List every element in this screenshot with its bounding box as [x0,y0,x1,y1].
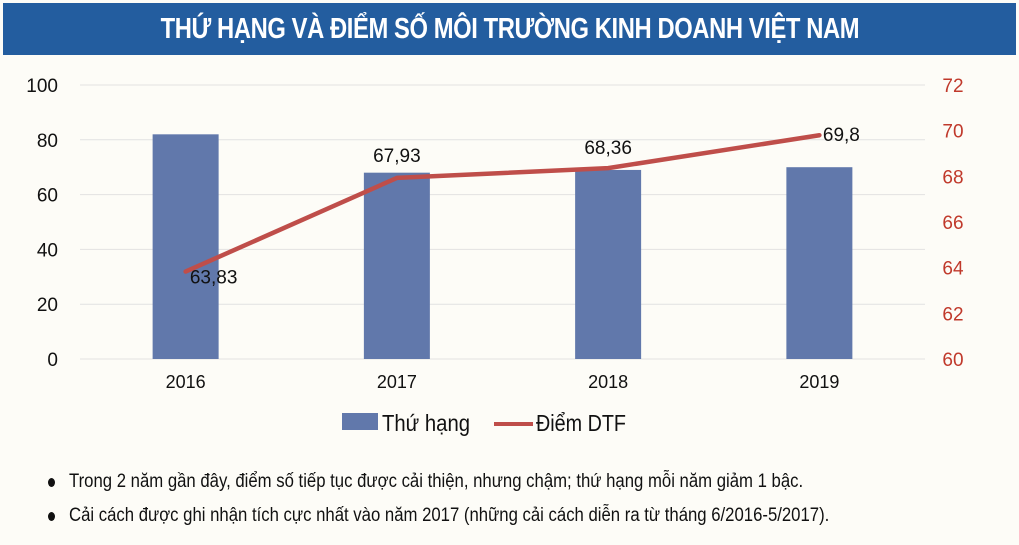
right-axis-tick: 66 [942,213,963,234]
bar-2019 [786,167,853,359]
legend-line-label: Điểm DTF [536,410,626,436]
bullet-icon [48,511,55,521]
dtf-data-label: 68,36 [584,138,632,159]
line-series: 63,83 67,93 68,36 69,8 [183,125,860,289]
note-item: Trong 2 năm gần đây, điểm số tiếp tục đư… [48,465,933,499]
note-item: Cải cách được ghi nhận tích cực nhất vào… [48,499,933,533]
notes-list: Trong 2 năm gần đây, điểm số tiếp tục đư… [48,465,933,533]
legend-bar-label: Thứ hạng [382,410,470,436]
dtf-data-label: 63,83 [190,268,238,289]
left-axis-tick: 100 [26,76,58,97]
x-axis-label: 2017 [377,372,417,392]
chart-title: THỨ HẠNG VÀ ĐIỂM SỐ MÔI TRƯỜNG KINH DOAN… [160,12,859,45]
x-axis: 2016 2017 2018 2019 [166,372,840,392]
left-axis-tick: 20 [37,295,58,316]
bullet-icon [48,477,55,487]
right-axis-tick: 60 [942,350,963,371]
legend-bar-swatch [342,413,378,430]
bar-series [152,134,853,359]
dtf-line [183,132,822,274]
bar-2016 [152,134,219,359]
right-axis-tick: 72 [942,76,963,97]
x-axis-label: 2016 [166,372,206,392]
x-axis-label: 2018 [588,372,628,392]
bar-2018 [575,169,642,359]
bar-2017 [363,172,430,359]
right-axis-tick: 62 [942,304,963,325]
chart-title-banner: THỨ HẠNG VÀ ĐIỂM SỐ MÔI TRƯỜNG KINH DOAN… [3,3,1016,55]
left-axis-tick: 40 [37,240,58,261]
right-axis-tick: 68 [942,167,963,188]
right-axis: 60 62 64 66 68 70 72 [942,76,964,371]
left-axis-tick: 80 [37,131,58,152]
left-axis-tick: 0 [47,350,58,371]
gridlines [80,84,925,360]
dtf-data-label: 67,93 [373,146,421,167]
right-axis-tick: 64 [942,259,964,280]
legend: Thứ hạng Điểm DTF [342,410,626,436]
right-axis-tick: 70 [942,122,963,143]
left-axis: 0 20 40 60 80 100 [26,76,58,371]
x-axis-label: 2019 [799,372,839,392]
left-axis-tick: 60 [37,186,58,207]
dtf-data-label: 69,8 [823,125,860,146]
